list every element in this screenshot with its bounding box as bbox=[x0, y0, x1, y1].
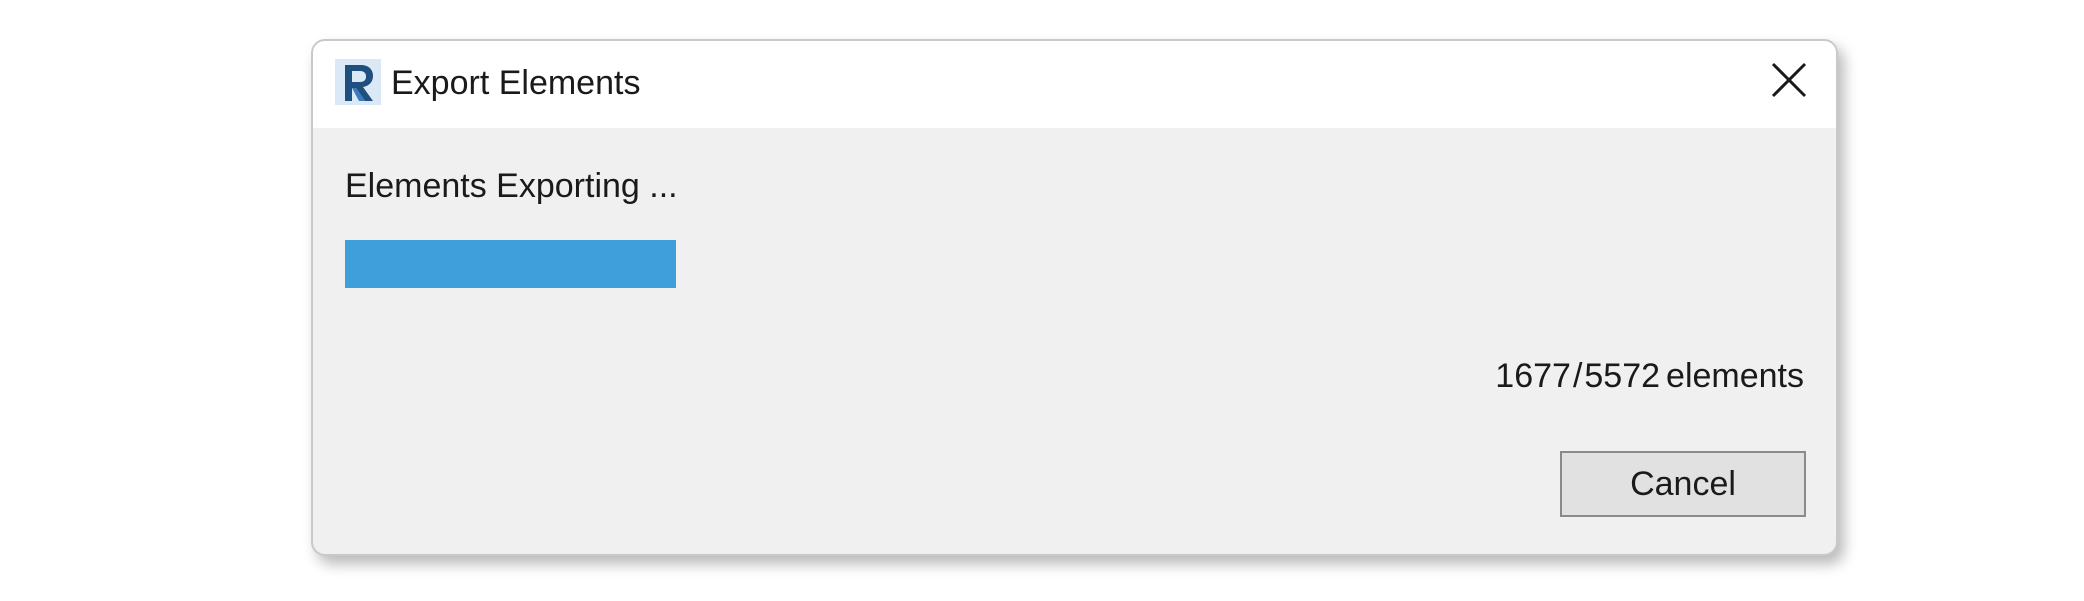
revit-r-icon bbox=[335, 59, 381, 105]
title-bar: Export Elements bbox=[313, 41, 1836, 128]
close-icon bbox=[1770, 61, 1808, 104]
progress-fill bbox=[345, 240, 676, 288]
dialog-title: Export Elements bbox=[391, 64, 641, 102]
counter-current: 1677 bbox=[1495, 357, 1571, 395]
close-button[interactable] bbox=[1766, 59, 1812, 105]
export-status-text: Elements Exporting ... bbox=[345, 167, 678, 205]
counter-unit: elements bbox=[1666, 357, 1804, 395]
counter-total: 5572 bbox=[1584, 357, 1661, 395]
export-elements-dialog: Export Elements Elements Exporting ... 1… bbox=[311, 39, 1838, 556]
cancel-button[interactable]: Cancel bbox=[1560, 451, 1806, 517]
counter-separator: / bbox=[1572, 357, 1583, 395]
element-counter: 1677/5572 elements bbox=[1495, 356, 1804, 396]
export-progress-bar bbox=[345, 240, 1785, 288]
